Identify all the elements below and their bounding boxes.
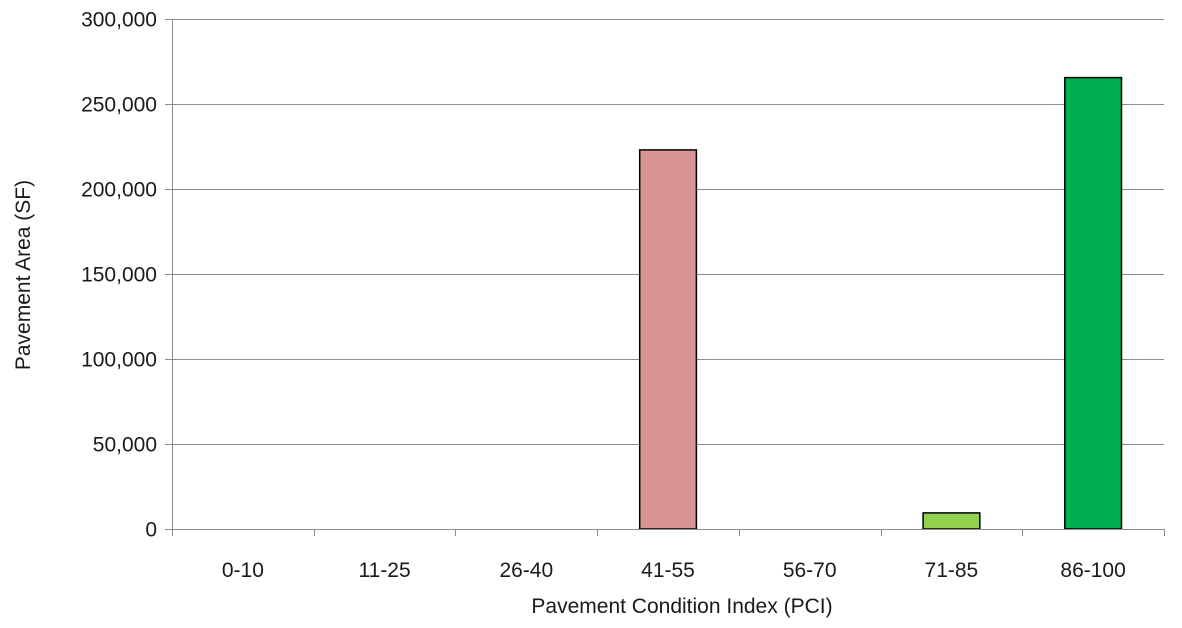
x-tick-labels: 0-10 11-25 26-40 41-55 56-70 71-85 86-100 [222, 559, 1126, 582]
y-tick-label: 150,000 [81, 264, 157, 287]
x-tick-label: 56-70 [783, 559, 837, 582]
x-tick-label: 71-85 [925, 559, 979, 582]
y-tick-label: 100,000 [81, 349, 157, 372]
y-tick-labels: 0 50,000 100,000 150,000 200,000 250,000 300,0… [81, 9, 157, 542]
x-tick-label: 86-100 [1060, 559, 1125, 582]
x-tick-label: 0-10 [222, 559, 264, 582]
y-axis-title: Pavement Area (SF) [12, 180, 35, 370]
y-tick-label: 200,000 [81, 179, 157, 202]
y-tick-label: 0 [145, 519, 157, 542]
bar-71-85 [922, 512, 981, 530]
x-tick-label: 11-25 [359, 559, 411, 582]
bar-41-55 [638, 149, 698, 530]
bar-86-100 [1064, 76, 1123, 530]
bars [638, 76, 1123, 530]
y-tick-label: 250,000 [81, 94, 157, 117]
axes [165, 19, 1165, 536]
y-tick-label: 50,000 [93, 434, 157, 457]
y-tick-label: 300,000 [81, 9, 157, 32]
x-axis-title: Pavement Condition Index (PCI) [531, 595, 832, 618]
x-tick-label: 26-40 [499, 559, 553, 582]
x-tick-label: 41-55 [641, 559, 695, 582]
